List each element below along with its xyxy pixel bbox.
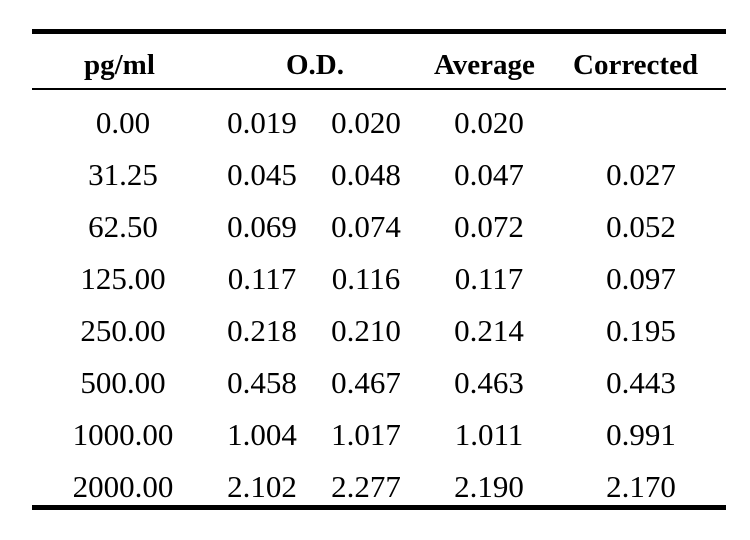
cell-corrected: 0.443 xyxy=(606,365,676,400)
cell-corrected: 2.170 xyxy=(606,469,676,504)
cell-od2: 0.020 xyxy=(331,105,401,140)
cell-od1: 0.117 xyxy=(227,261,297,296)
cell-corrected: 0.097 xyxy=(606,261,676,296)
cell-od2: 1.017 xyxy=(331,417,401,452)
header-od: O.D. xyxy=(286,49,344,81)
header-corrected: Corrected xyxy=(573,49,699,81)
cell-average: 1.011 xyxy=(454,417,524,452)
table-row: 1000.00 1.004 1.017 1.011 0.991 xyxy=(32,415,726,455)
cell-average: 0.214 xyxy=(454,313,524,348)
cell-average: 0.072 xyxy=(454,209,524,244)
cell-od1: 2.102 xyxy=(227,469,297,504)
cell-od2: 0.074 xyxy=(331,209,401,244)
table-row: 125.00 0.117 0.116 0.117 0.097 xyxy=(32,259,726,299)
cell-od2: 0.210 xyxy=(331,313,401,348)
cell-average: 2.190 xyxy=(454,469,524,504)
table-top-rule xyxy=(32,29,726,34)
cell-corrected: 0.027 xyxy=(606,157,676,192)
cell-concentration: 500.00 xyxy=(80,365,166,400)
header-average: Average xyxy=(434,49,535,81)
cell-concentration: 31.25 xyxy=(88,157,158,192)
cell-od2: 0.116 xyxy=(331,261,401,296)
cell-corrected: 0.052 xyxy=(606,209,676,244)
cell-concentration: 2000.00 xyxy=(72,469,174,504)
table-row: 62.50 0.069 0.074 0.072 0.052 xyxy=(32,207,726,247)
table-row: 2000.00 2.102 2.277 2.190 2.170 xyxy=(32,467,726,507)
table-header-row: pg/ml O.D. Average Corrected xyxy=(32,34,726,88)
cell-od2: 0.048 xyxy=(331,157,401,192)
table-row: 0.00 0.019 0.020 0.020 xyxy=(32,103,726,143)
cell-od2: 2.277 xyxy=(331,469,401,504)
cell-od1: 0.019 xyxy=(227,105,297,140)
cell-corrected: 0.991 xyxy=(606,417,676,452)
cell-average: 0.117 xyxy=(454,261,524,296)
cell-corrected: 0.195 xyxy=(606,313,676,348)
cell-concentration: 250.00 xyxy=(80,313,166,348)
table-bottom-rule xyxy=(32,505,726,510)
table-row: 250.00 0.218 0.210 0.214 0.195 xyxy=(32,311,726,351)
header-concentration: pg/ml xyxy=(84,49,155,81)
table-header-rule xyxy=(32,88,726,90)
standard-curve-table: pg/ml O.D. Average Corrected 0.00 0.019 … xyxy=(32,29,726,510)
cell-od1: 0.218 xyxy=(227,313,297,348)
cell-concentration: 1000.00 xyxy=(72,417,174,452)
cell-concentration: 125.00 xyxy=(80,261,166,296)
cell-od1: 0.045 xyxy=(227,157,297,192)
cell-average: 0.020 xyxy=(454,105,524,140)
cell-od1: 0.069 xyxy=(227,209,297,244)
cell-od2: 0.467 xyxy=(331,365,401,400)
cell-concentration: 0.00 xyxy=(95,105,151,140)
cell-concentration: 62.50 xyxy=(88,209,158,244)
cell-od1: 1.004 xyxy=(227,417,297,452)
cell-average: 0.463 xyxy=(454,365,524,400)
table-row: 500.00 0.458 0.467 0.463 0.443 xyxy=(32,363,726,403)
table-body: 0.00 0.019 0.020 0.020 31.25 0.045 0.048… xyxy=(32,90,726,505)
table-row: 31.25 0.045 0.048 0.047 0.027 xyxy=(32,155,726,195)
cell-od1: 0.458 xyxy=(227,365,297,400)
cell-average: 0.047 xyxy=(454,157,524,192)
